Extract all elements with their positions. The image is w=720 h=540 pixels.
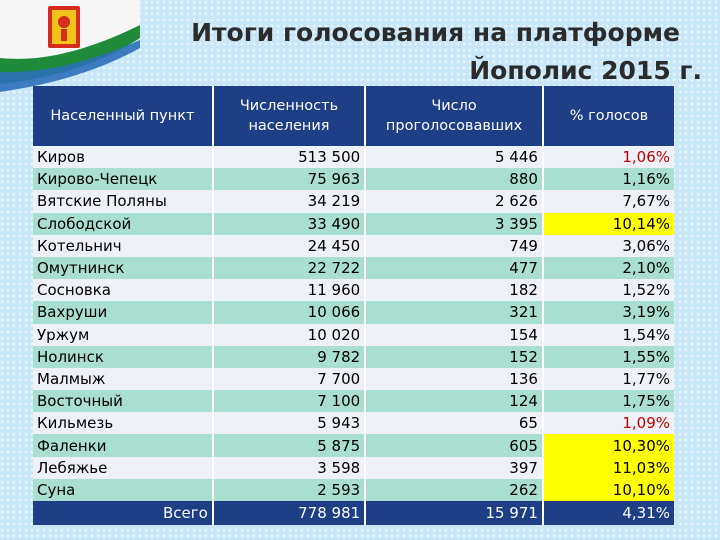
percent-cell: 11,03% [542, 456, 674, 479]
column-header-population: Численность населения [212, 86, 367, 146]
column-header-percent: % голосов [542, 86, 674, 146]
table-row: Лебяжье 3 598 397 11,03% [33, 456, 674, 479]
population-cell: 75 963 [212, 168, 367, 191]
city-cell: Суна [33, 478, 214, 501]
city-cell: Вахруши [33, 301, 214, 324]
table-row: Нолинск 9 782 152 1,55% [33, 345, 674, 368]
population-cell: 3 598 [212, 456, 367, 479]
population-cell: 10 020 [212, 323, 367, 346]
table-row: Кильмезь 5 943 65 1,09% [33, 412, 674, 435]
percent-cell: 1,54% [542, 323, 674, 346]
percent-cell: 1,75% [542, 390, 674, 413]
voters-cell: 397 [365, 456, 544, 479]
population-cell: 5 943 [212, 412, 367, 435]
city-cell: Нолинск [33, 345, 214, 368]
percent-cell: 1,06% [542, 146, 674, 169]
city-cell: Котельнич [33, 234, 214, 257]
voters-cell: 182 [365, 279, 544, 302]
table-row: Суна 2 593 262 10,10% [33, 478, 674, 501]
total-population: 778 981 [212, 501, 367, 525]
city-cell: Малмыж [33, 367, 214, 391]
table-row: Сосновка 11 960 182 1,52% [33, 279, 674, 302]
voters-cell: 262 [365, 478, 544, 501]
city-cell: Кильмезь [33, 412, 214, 435]
population-cell: 11 960 [212, 279, 367, 302]
title-line-2: Йополис 2015 г. [469, 56, 702, 85]
percent-cell: 3,06% [542, 234, 674, 257]
table-row: Слободской 33 490 3 395 10,14% [33, 212, 674, 235]
population-cell: 24 450 [212, 234, 367, 257]
percent-cell: 1,16% [542, 168, 674, 191]
total-percent: 4,31% [542, 501, 674, 525]
table-row: Киров 513 500 5 446 1,06% [33, 146, 674, 169]
table-row: Вятские Поляны 34 219 2 626 7,67% [33, 190, 674, 213]
total-voters: 15 971 [365, 501, 544, 525]
population-cell: 2 593 [212, 478, 367, 501]
column-header-city: Населенный пункт [33, 86, 214, 146]
table-row: Омутнинск 22 722 477 2,10% [33, 256, 674, 280]
voters-cell: 321 [365, 301, 544, 324]
kirov-flag-icon [0, 0, 140, 92]
voters-cell: 136 [365, 367, 544, 391]
table-row: Малмыж 7 700 136 1,77% [33, 367, 674, 391]
table-row: Котельнич 24 450 749 3,06% [33, 234, 674, 257]
population-cell: 33 490 [212, 212, 367, 235]
table-body: Киров 513 500 5 446 1,06% Кирово-Чепецк 75 96… [33, 146, 674, 501]
percent-cell: 10,14% [542, 212, 674, 235]
percent-cell: 3,19% [542, 301, 674, 324]
voters-cell: 2 626 [365, 190, 544, 213]
city-cell: Фаленки [33, 434, 214, 457]
page-title: Итоги голосования на платформе Йополис 2… [182, 14, 702, 90]
voters-cell: 880 [365, 168, 544, 191]
title-line-1: Итоги голосования на платформе [191, 18, 680, 47]
voters-cell: 152 [365, 345, 544, 368]
population-cell: 9 782 [212, 345, 367, 368]
population-cell: 22 722 [212, 256, 367, 280]
voters-cell: 124 [365, 390, 544, 413]
city-cell: Омутнинск [33, 256, 214, 280]
city-cell: Кирово-Чепецк [33, 168, 214, 191]
population-cell: 5 875 [212, 434, 367, 457]
percent-cell: 2,10% [542, 256, 674, 280]
voters-cell: 3 395 [365, 212, 544, 235]
voters-cell: 749 [365, 234, 544, 257]
table-row: Уржум 10 020 154 1,54% [33, 323, 674, 346]
voters-cell: 65 [365, 412, 544, 435]
city-cell: Киров [33, 146, 214, 169]
city-cell: Лебяжье [33, 456, 214, 479]
population-cell: 7 100 [212, 390, 367, 413]
city-cell: Уржум [33, 323, 214, 346]
percent-cell: 7,67% [542, 190, 674, 213]
population-cell: 513 500 [212, 146, 367, 169]
voters-cell: 477 [365, 256, 544, 280]
city-cell: Сосновка [33, 279, 214, 302]
percent-cell: 1,09% [542, 412, 674, 435]
table-row: Восточный 7 100 124 1,75% [33, 390, 674, 413]
population-cell: 7 700 [212, 367, 367, 391]
table-total-row: Всего 778 981 15 971 4,31% [33, 501, 674, 525]
city-cell: Вятские Поляны [33, 190, 214, 213]
percent-cell: 1,77% [542, 367, 674, 391]
percent-cell: 1,55% [542, 345, 674, 368]
population-cell: 10 066 [212, 301, 367, 324]
table-header-row: Населенный пункт Численность населения Ч… [33, 86, 674, 146]
voters-cell: 5 446 [365, 146, 544, 169]
city-cell: Восточный [33, 390, 214, 413]
table-row: Вахруши 10 066 321 3,19% [33, 301, 674, 324]
total-label: Всего [33, 501, 214, 525]
voters-cell: 605 [365, 434, 544, 457]
percent-cell: 1,52% [542, 279, 674, 302]
city-cell: Слободской [33, 212, 214, 235]
percent-cell: 10,30% [542, 434, 674, 457]
population-cell: 34 219 [212, 190, 367, 213]
percent-cell: 10,10% [542, 478, 674, 501]
column-header-voters: Число проголосовавших [365, 86, 544, 146]
table-row: Кирово-Чепецк 75 963 880 1,16% [33, 168, 674, 191]
voters-cell: 154 [365, 323, 544, 346]
voting-results-table: Населенный пункт Численность населения Ч… [33, 86, 674, 525]
table-row: Фаленки 5 875 605 10,30% [33, 434, 674, 457]
